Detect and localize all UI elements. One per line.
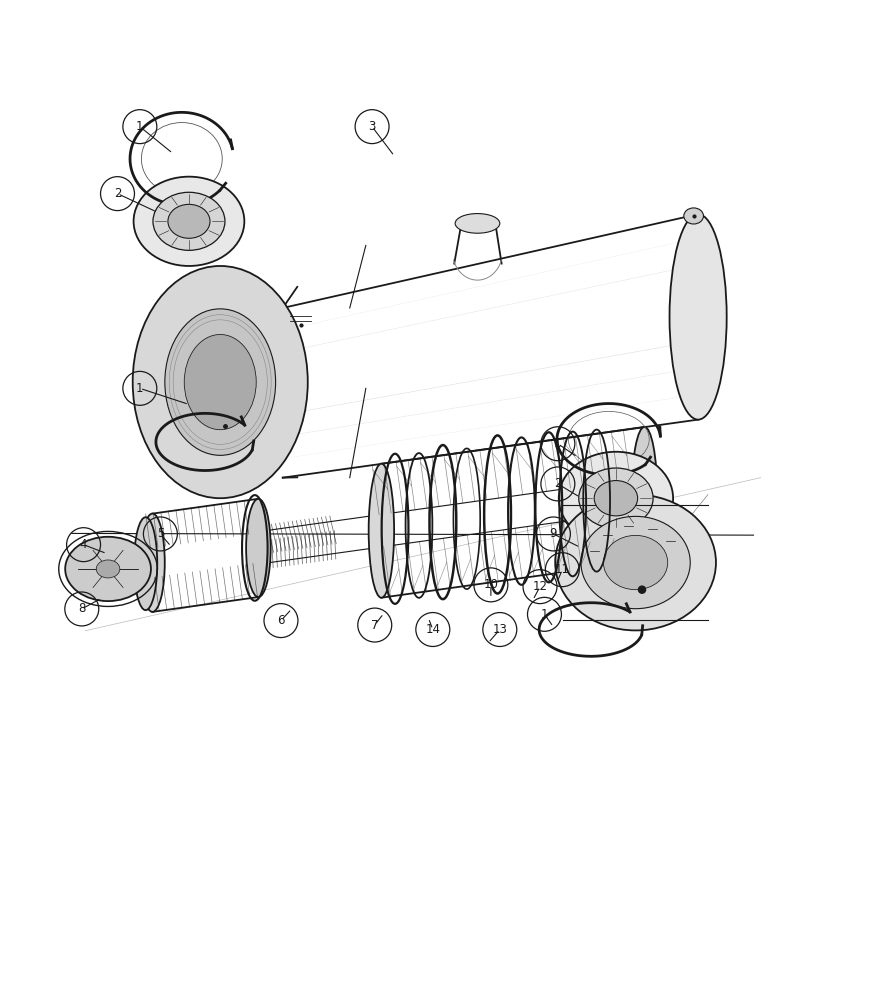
- Text: 11: 11: [555, 563, 570, 576]
- Ellipse shape: [165, 309, 276, 455]
- Text: 7: 7: [371, 619, 378, 632]
- Text: 4: 4: [80, 538, 87, 551]
- Text: 13: 13: [493, 623, 507, 636]
- Ellipse shape: [368, 464, 394, 598]
- Text: 9: 9: [549, 527, 557, 540]
- Text: 3: 3: [368, 120, 375, 133]
- Ellipse shape: [153, 192, 225, 250]
- Ellipse shape: [556, 495, 716, 630]
- Text: 1: 1: [136, 120, 143, 133]
- Ellipse shape: [140, 514, 165, 612]
- Ellipse shape: [65, 537, 151, 601]
- Circle shape: [639, 586, 646, 593]
- Ellipse shape: [632, 427, 657, 561]
- Ellipse shape: [579, 468, 653, 528]
- Ellipse shape: [246, 499, 271, 597]
- Ellipse shape: [133, 266, 307, 498]
- Text: 2: 2: [114, 187, 121, 200]
- Text: 1: 1: [136, 382, 143, 395]
- Ellipse shape: [603, 535, 668, 590]
- Ellipse shape: [134, 517, 158, 610]
- Text: 8: 8: [78, 602, 85, 615]
- Text: 12: 12: [532, 580, 547, 593]
- Text: 1: 1: [554, 437, 562, 450]
- Ellipse shape: [185, 334, 256, 430]
- Ellipse shape: [168, 204, 210, 238]
- Ellipse shape: [594, 481, 638, 516]
- Text: 1: 1: [540, 608, 548, 621]
- Ellipse shape: [669, 214, 727, 420]
- Ellipse shape: [559, 452, 673, 545]
- Ellipse shape: [96, 560, 120, 578]
- Ellipse shape: [134, 177, 245, 266]
- Text: 10: 10: [484, 578, 498, 591]
- Text: 14: 14: [426, 623, 440, 636]
- Text: 5: 5: [157, 527, 164, 540]
- Ellipse shape: [455, 214, 500, 233]
- Ellipse shape: [581, 516, 690, 609]
- Text: 2: 2: [554, 477, 562, 490]
- Text: 6: 6: [277, 614, 285, 627]
- Ellipse shape: [684, 208, 703, 224]
